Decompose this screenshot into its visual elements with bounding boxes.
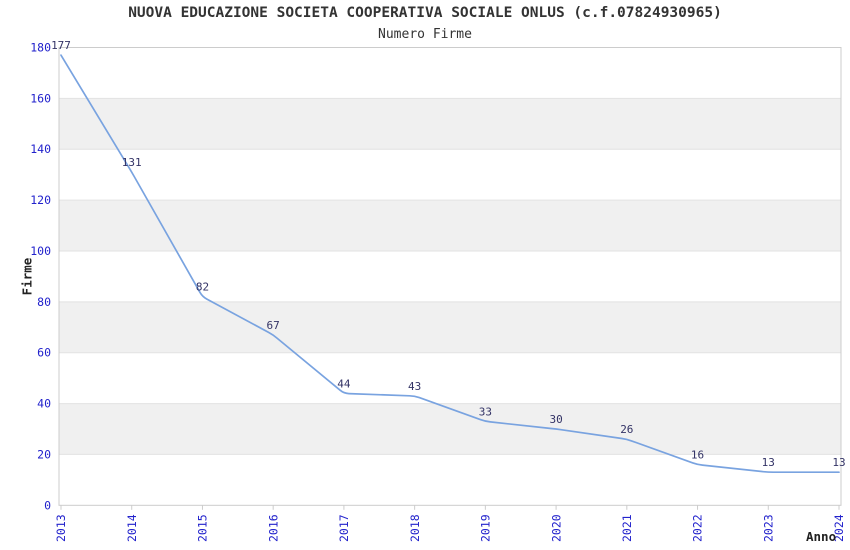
plot-band — [59, 98, 841, 150]
x-tick-label: 2016 — [266, 514, 280, 542]
plot-band — [59, 403, 841, 455]
plot-band — [59, 301, 841, 353]
chart-title: NUOVA EDUCAZIONE SOCIETA COOPERATIVA SOC… — [128, 5, 722, 21]
x-tick-label: 2022 — [691, 514, 705, 542]
data-label: 30 — [549, 413, 562, 426]
x-tick-marks — [60, 505, 840, 510]
y-tick-label: 60 — [37, 346, 51, 360]
y-tick-label: 120 — [30, 193, 51, 207]
data-label: 43 — [408, 380, 421, 393]
y-tick-labels: 0 20 40 60 80 100 120 140 160 180 — [30, 41, 51, 513]
plot-border — [58, 47, 842, 506]
y-tick-label: 80 — [37, 295, 51, 309]
data-label: 44 — [337, 377, 351, 390]
y-tick-label: 100 — [30, 244, 51, 258]
x-tick-label: 2018 — [408, 514, 422, 542]
y-tick-label: 160 — [30, 91, 51, 105]
y-tick-label: 20 — [37, 447, 51, 461]
data-label: 82 — [196, 281, 209, 294]
data-label: 33 — [479, 405, 492, 418]
data-label: 13 — [762, 456, 775, 469]
data-label: 13 — [832, 456, 845, 469]
y-tick-label: 140 — [30, 142, 51, 156]
series-line — [60, 54, 840, 474]
plot-band — [59, 200, 841, 251]
data-label: 177 — [51, 39, 71, 52]
data-label: 26 — [620, 423, 633, 436]
x-tick-label: 2015 — [196, 514, 210, 542]
x-tick-label: 2017 — [337, 514, 351, 542]
x-tick-label: 2019 — [479, 514, 493, 542]
data-label: 131 — [122, 156, 142, 169]
data-label: 67 — [267, 319, 280, 332]
x-tick-label: 2024 — [832, 514, 846, 542]
y-tick-label: 40 — [37, 397, 51, 411]
gridlines — [59, 97, 841, 455]
x-axis-title: Anno — [806, 529, 837, 544]
data-labels: 177 131 82 67 44 43 33 30 26 16 13 13 — [51, 39, 846, 469]
x-tick-label: 2013 — [54, 514, 68, 542]
y-tick-label: 0 — [44, 498, 51, 512]
x-tick-label: 2023 — [761, 514, 775, 542]
chart-subtitle: Numero Firme — [378, 27, 472, 42]
x-tick-label: 2014 — [125, 514, 139, 542]
plot-bands — [59, 98, 841, 455]
x-tick-labels: 2013 2014 2015 2016 2017 2018 2019 2020 2021 2022… — [54, 514, 846, 542]
x-tick-label: 2020 — [549, 514, 563, 542]
y-tick-label: 180 — [30, 41, 51, 55]
x-tick-label: 2021 — [620, 514, 634, 542]
data-label: 16 — [691, 449, 704, 462]
